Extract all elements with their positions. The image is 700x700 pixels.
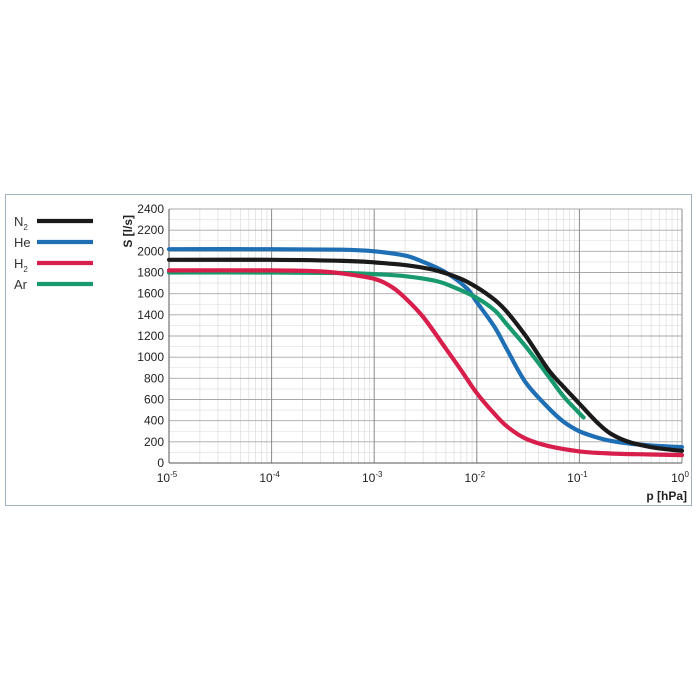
series-line-he: [166, 247, 685, 450]
legend: N2 He H2 Ar: [14, 214, 93, 292]
y-axis-title: S [l/s]: [121, 215, 135, 248]
y-tick-label: 0: [157, 456, 164, 470]
axes: [168, 209, 682, 464]
y-tick-label: 1600: [137, 287, 164, 301]
y-tick-label: 1200: [137, 329, 164, 343]
legend-label-he: He: [14, 235, 31, 250]
x-tick-label: 100: [671, 470, 689, 485]
chart-svg: 0 200 400 600 800 1000 1200 1400 1600 1800 2000 220…: [14, 202, 689, 503]
y-tick-label: 1400: [137, 308, 164, 322]
x-tick-label: 10-2: [465, 470, 486, 485]
y-tick-label: 800: [144, 371, 164, 385]
y-tick-label: 600: [144, 393, 164, 407]
y-tick-label: 400: [144, 414, 164, 428]
series-layer: [166, 247, 685, 458]
series-line-h2: [166, 268, 685, 458]
legend-label-n2: N2: [14, 214, 28, 232]
x-tick-label: 10-1: [567, 470, 588, 485]
x-tick-label: 10-4: [259, 470, 280, 485]
x-tick-label: 10-5: [157, 470, 178, 485]
x-tick-label: 10-3: [362, 470, 383, 485]
legend-label-ar: Ar: [14, 277, 28, 292]
legend-label-h2: H2: [14, 256, 28, 274]
y-tick-label: 2000: [137, 244, 164, 258]
y-tick-label: 2200: [137, 223, 164, 237]
chart-frame: 0 200 400 600 800 1000 1200 1400 1600 1800 2000 220…: [5, 194, 692, 506]
y-tick-label: 200: [144, 435, 164, 449]
x-axis-title: p [hPa]: [646, 489, 687, 503]
series-line-ar: [166, 270, 586, 420]
series-line-n2: [166, 257, 685, 453]
y-tick-label: 2400: [137, 202, 164, 216]
y-tick-label: 1800: [137, 266, 164, 280]
tick-labels: 0 200 400 600 800 1000 1200 1400 1600 1800 2000 220…: [137, 202, 689, 485]
y-tick-label: 1000: [137, 350, 164, 364]
